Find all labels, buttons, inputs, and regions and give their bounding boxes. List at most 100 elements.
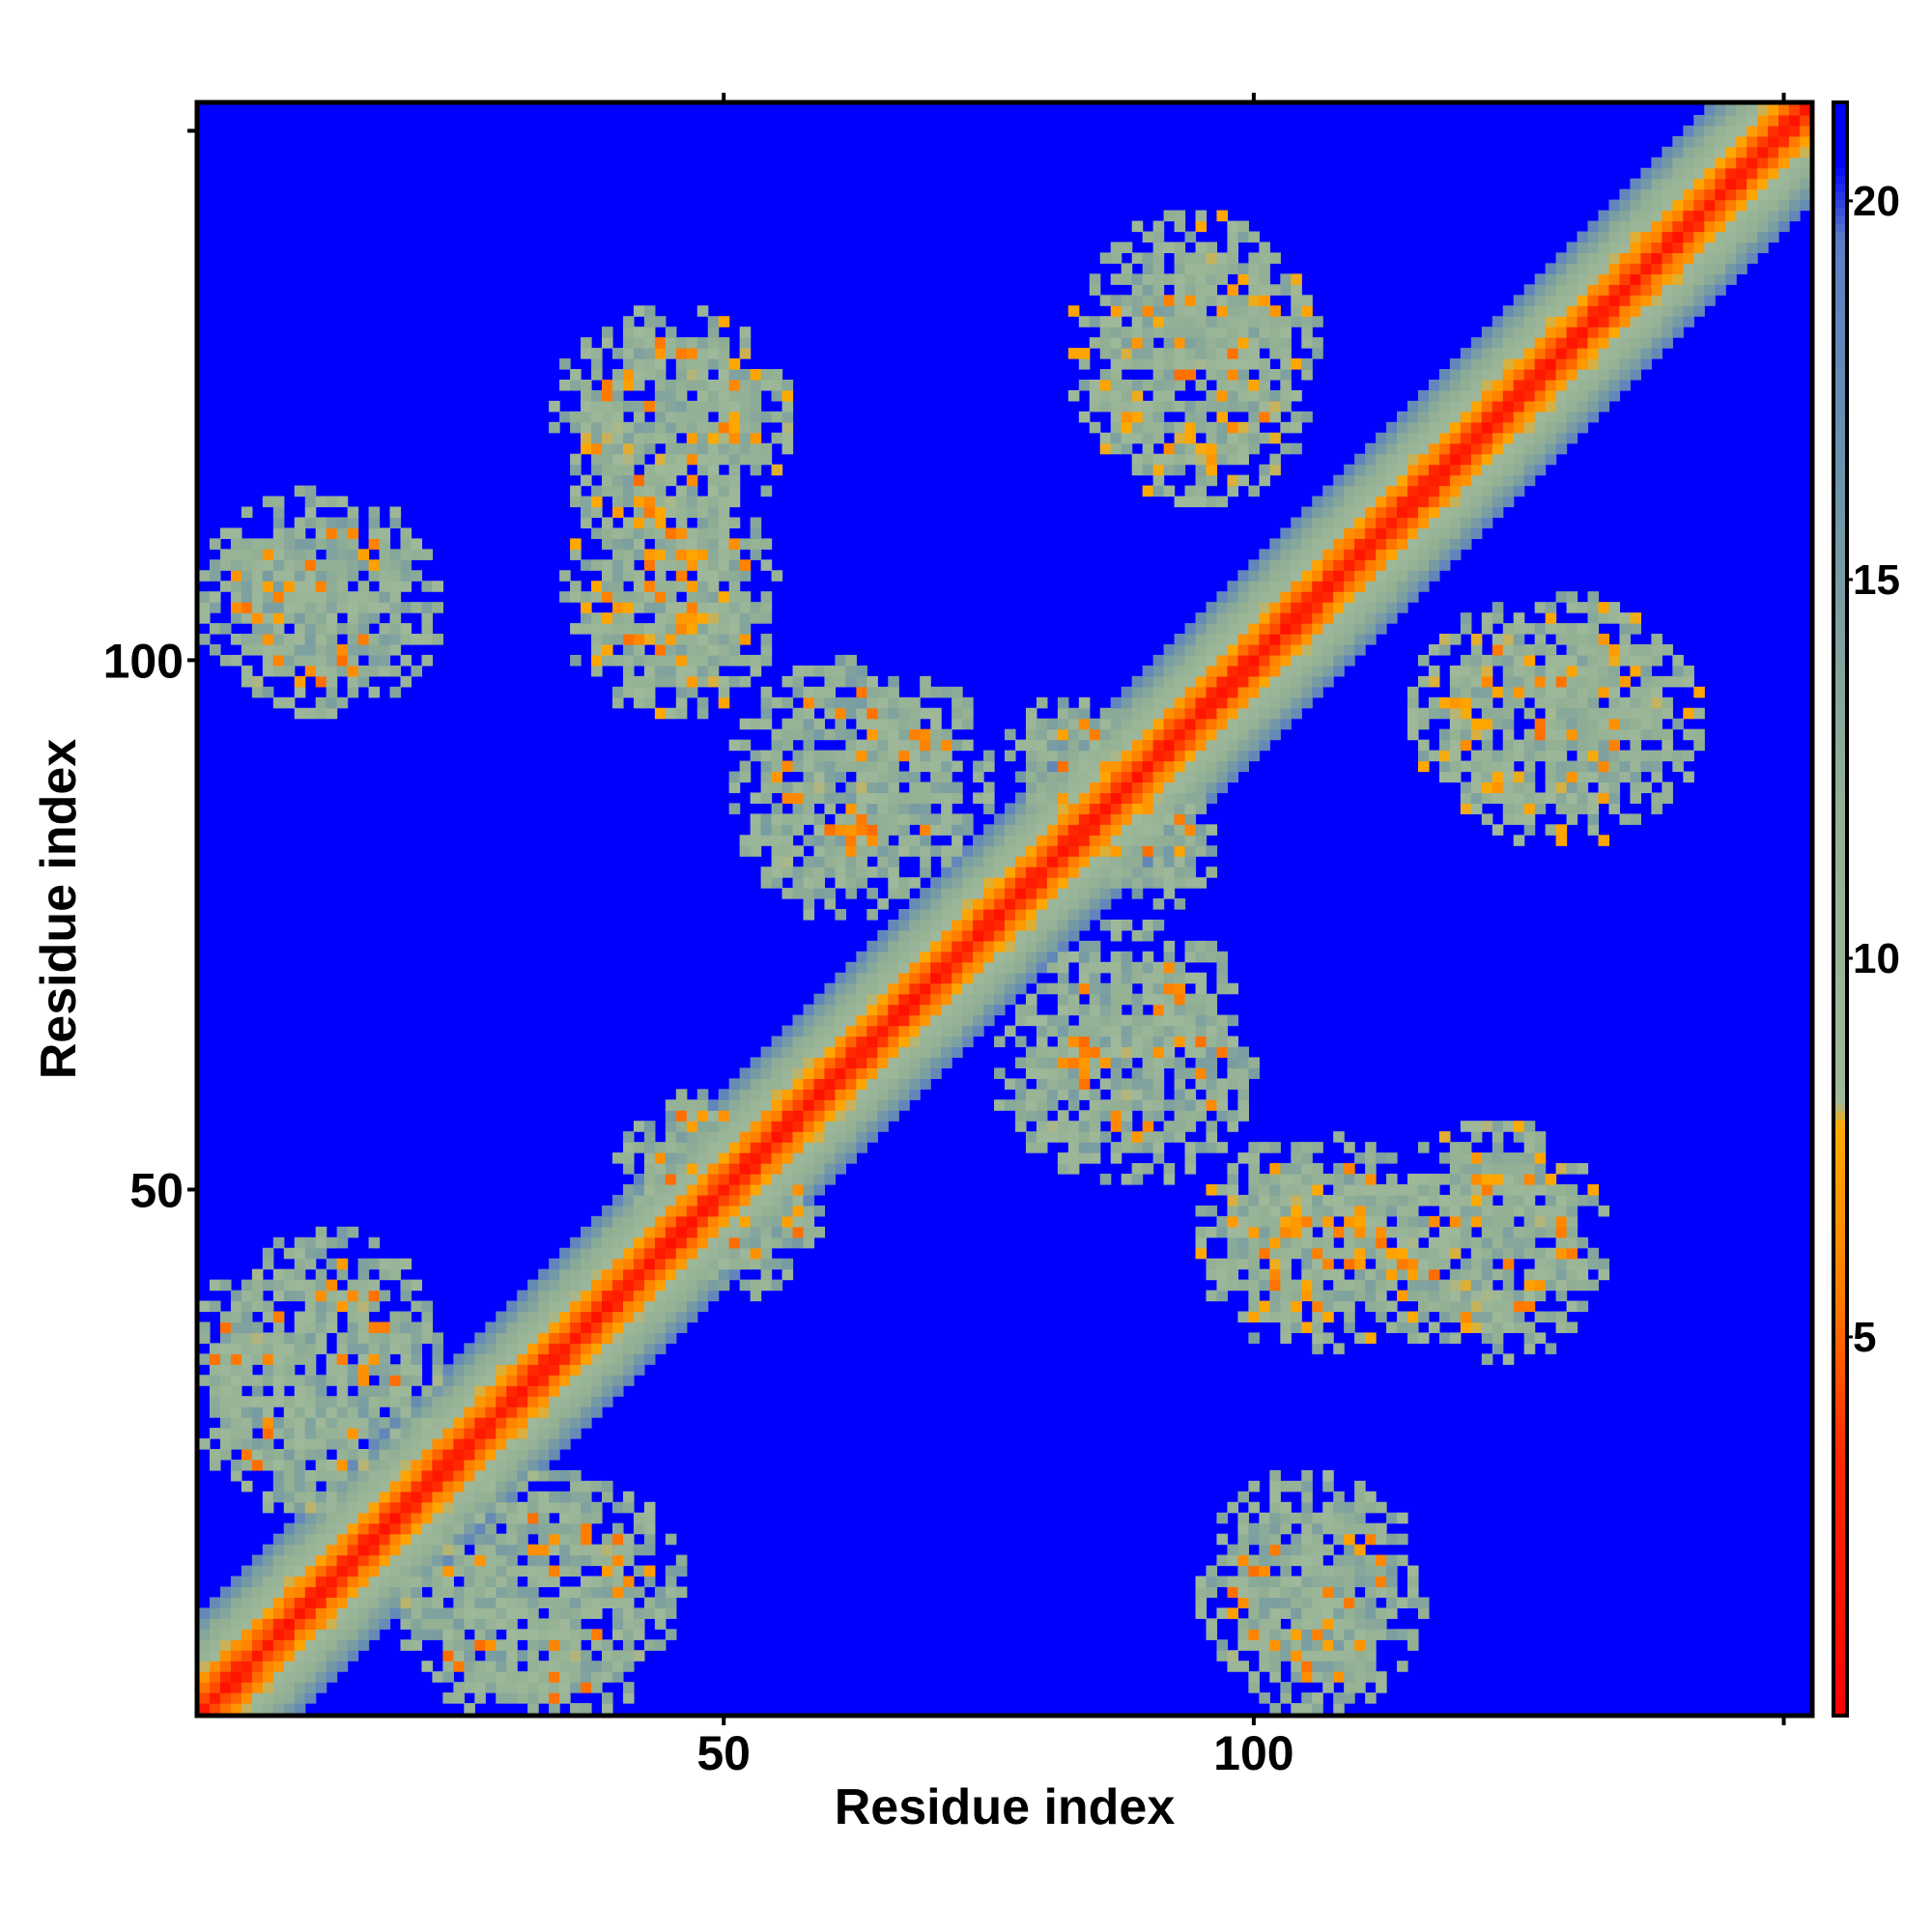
heatmap-cell <box>251 1554 264 1567</box>
heatmap-cell <box>739 1183 752 1196</box>
heatmap-cell <box>686 1226 698 1238</box>
heatmap-cell <box>241 1586 253 1599</box>
heatmap-cell <box>304 581 317 592</box>
heatmap-cell <box>1280 1576 1292 1588</box>
heatmap-cell <box>696 453 709 466</box>
heatmap-cell <box>304 643 317 656</box>
heatmap-cell <box>845 750 857 762</box>
heatmap-cell <box>675 442 688 455</box>
heatmap-cell <box>962 856 974 867</box>
heatmap-cell <box>1397 1533 1408 1546</box>
heatmap-cell <box>602 1544 613 1556</box>
heatmap-cell <box>581 1544 592 1556</box>
heatmap-cell <box>506 1639 518 1651</box>
heatmap-cell <box>283 602 296 613</box>
heatmap-cell <box>1121 982 1133 995</box>
heatmap-cell <box>665 1268 677 1281</box>
heatmap-cell <box>1269 1279 1281 1292</box>
heatmap-cell <box>411 1459 423 1471</box>
heatmap-cell <box>411 1522 423 1535</box>
heatmap-cell <box>696 675 709 688</box>
heatmap-cell <box>898 824 910 836</box>
heatmap-cell <box>1619 771 1632 783</box>
heatmap-cell <box>643 602 656 613</box>
heatmap-cell <box>686 654 698 667</box>
heatmap-cell <box>1365 1290 1377 1302</box>
heatmap-cell <box>272 1586 285 1599</box>
heatmap-cell <box>1534 1247 1547 1260</box>
heatmap-cell <box>591 348 603 359</box>
heatmap-cell <box>1099 252 1112 265</box>
heatmap-cell <box>1555 1226 1568 1238</box>
heatmap-cell <box>1301 1290 1313 1302</box>
heatmap-cell <box>400 549 412 560</box>
heatmap-cell <box>983 929 995 942</box>
heatmap-cell <box>1005 813 1016 825</box>
heatmap-cell <box>760 696 773 709</box>
heatmap-cell <box>611 369 624 381</box>
heatmap-cell <box>549 1438 560 1450</box>
heatmap-cell <box>357 612 370 624</box>
heatmap-cell <box>1460 1321 1472 1334</box>
heatmap-cell <box>1470 1321 1483 1334</box>
heatmap-cell <box>1545 792 1557 804</box>
heatmap-cell <box>1025 1057 1037 1069</box>
heatmap-cell <box>453 1522 465 1535</box>
heatmap-cell <box>199 1661 211 1672</box>
heatmap-cell <box>1322 1576 1334 1588</box>
heatmap-cell <box>1248 1332 1260 1344</box>
heatmap-cell <box>1333 1703 1345 1715</box>
heatmap-cell <box>665 1215 677 1228</box>
heatmap-cell <box>771 856 783 867</box>
heatmap-cell <box>368 1565 381 1577</box>
heatmap-cell <box>283 1268 296 1281</box>
heatmap-cell <box>728 379 741 391</box>
heatmap-cell <box>368 1533 381 1546</box>
heatmap-cell <box>909 1046 921 1059</box>
heatmap-cell <box>1227 1226 1239 1238</box>
heatmap-cell <box>389 1258 402 1270</box>
heatmap-cell <box>209 1639 221 1651</box>
heatmap-cell <box>1057 972 1069 984</box>
heatmap-cell <box>485 1554 497 1567</box>
heatmap-cell <box>1312 1247 1323 1260</box>
heatmap-cell <box>315 517 327 529</box>
heatmap-cell <box>209 1353 221 1365</box>
heatmap-cell <box>622 612 635 624</box>
heatmap-cell <box>549 1279 560 1292</box>
heatmap-cell <box>888 792 899 804</box>
heatmap-cell <box>718 1163 730 1175</box>
heatmap-cell <box>1523 1290 1536 1302</box>
heatmap-cell <box>994 856 1006 867</box>
heatmap-cell <box>973 835 984 846</box>
heatmap-cell <box>835 654 846 667</box>
heatmap-cell <box>1025 739 1037 752</box>
heatmap-cell <box>570 1268 582 1281</box>
heatmap-cell <box>824 1099 837 1111</box>
heatmap-cell <box>665 623 677 635</box>
heatmap-cell <box>622 1353 635 1365</box>
heatmap-cell <box>1365 1194 1377 1207</box>
heatmap-cell <box>654 527 667 539</box>
heatmap-cell <box>611 1565 624 1577</box>
heatmap-cell <box>1354 1152 1366 1164</box>
heatmap-cell <box>1523 1183 1536 1196</box>
heatmap-cell <box>633 1522 645 1535</box>
heatmap-cell <box>898 1078 910 1090</box>
heatmap-cell <box>803 1226 815 1238</box>
heatmap-cell <box>304 1343 317 1354</box>
heatmap-cell <box>973 919 984 931</box>
heatmap-cell <box>453 1554 465 1567</box>
heatmap-cell <box>474 1332 486 1344</box>
heatmap-cell <box>1078 909 1091 921</box>
heatmap-cell <box>1598 1268 1610 1281</box>
heatmap-cell <box>1301 1258 1313 1270</box>
heatmap-cell <box>1110 295 1122 306</box>
heatmap-cell <box>941 1004 952 1016</box>
heatmap-cell <box>1513 781 1525 794</box>
heatmap-cell <box>1376 1501 1387 1514</box>
heatmap-cell <box>1301 1618 1313 1630</box>
heatmap-cell <box>527 1375 539 1386</box>
heatmap-cell <box>781 845 794 857</box>
heatmap-cell <box>654 1300 667 1313</box>
